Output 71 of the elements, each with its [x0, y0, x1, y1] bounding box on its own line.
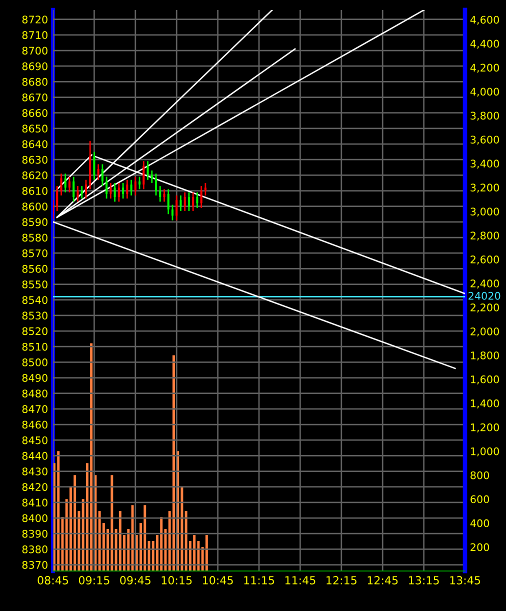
y2-tick-label: 2,200: [470, 304, 499, 312]
y2-tick-label: 1,000: [471, 447, 499, 456]
y-tick-label: 8550: [22, 280, 48, 288]
x-tick-label: 13:45: [450, 576, 480, 584]
y-tick-label: 8460: [22, 420, 48, 429]
y-tick-label: 8490: [22, 374, 48, 382]
y2-tick-label: 4,400: [470, 40, 499, 49]
y-tick-label: 8500: [22, 358, 48, 366]
y2-tick-label: 2,800: [470, 232, 499, 241]
y2-tick-label: 800: [470, 471, 490, 480]
x-tick-label: 13:15: [409, 576, 439, 584]
y-tick-label: 8690: [22, 62, 48, 70]
y2-tick-label: 600: [470, 495, 490, 504]
y-tick-label: 8540: [22, 296, 48, 304]
y2-tick-label: 3,800: [470, 112, 499, 121]
y2-tick-label: 4,600: [470, 16, 499, 25]
y-tick-label: 8660: [22, 109, 48, 117]
y-tick-label: 8630: [22, 156, 48, 164]
y-tick-label: 8410: [22, 498, 48, 507]
y-tick-label: 8570: [22, 249, 48, 258]
y2-tick-label: 1,200: [471, 423, 499, 432]
y-tick-label: 8370: [22, 560, 48, 569]
y2-tick-label: 2,400: [470, 280, 499, 288]
y-tick-label: 8610: [22, 186, 48, 195]
y-tick-label: 8530: [22, 312, 48, 320]
y-tick-label: 8590: [22, 218, 48, 226]
y-tick-label: 8620: [22, 171, 48, 180]
y2-tick-label: 3,400: [470, 160, 499, 169]
y2-tick-label: 200: [470, 543, 490, 552]
x-tick-label: 10:15: [162, 576, 192, 584]
y-tick-label: 8580: [22, 234, 48, 242]
y-tick-label: 8450: [22, 436, 48, 444]
x-tick-label: 10:45: [203, 576, 233, 584]
x-tick-label: 09:15: [78, 576, 110, 584]
y2-tick-label: 4,000: [470, 88, 499, 97]
y-tick-label: 8510: [22, 342, 48, 351]
y-tick-label: 8700: [22, 46, 48, 55]
y2-tick-label: 3,000: [470, 208, 499, 217]
y2-tick-label: 1,800: [471, 351, 499, 360]
y-tick-label: 8680: [22, 78, 48, 86]
y-tick-label: 8390: [22, 530, 48, 538]
y-tick-label: 8650: [22, 124, 48, 133]
y2-tick-label: 2,000: [470, 327, 499, 336]
y-tick-label: 8380: [22, 545, 48, 554]
x-tick-label: 11:15: [244, 576, 274, 584]
y2-tick-label: 2,600: [470, 256, 499, 264]
y-tick-label: 8420: [22, 483, 48, 491]
y-tick-label: 8710: [22, 31, 48, 40]
y2-tick-label: 400: [470, 519, 490, 528]
y2-tick-label: 3,200: [470, 184, 499, 193]
x-tick-label: 11:45: [285, 576, 316, 584]
y-tick-label: 8440: [22, 452, 48, 460]
y-tick-label: 8470: [22, 405, 48, 414]
y2-tick-label: 3,600: [470, 136, 499, 145]
x-tick-label: 12:15: [326, 576, 356, 584]
x-tick-label: 09:45: [120, 576, 150, 584]
y2-tick-label: 1,600: [471, 375, 499, 384]
y-tick-label: 8400: [22, 514, 48, 522]
y2-tick-label: 1,400: [471, 399, 499, 408]
y-tick-label: 8480: [22, 390, 48, 398]
y-tick-label: 8720: [22, 16, 48, 24]
y-tick-label: 8560: [22, 264, 48, 273]
y-tick-label: 8640: [22, 140, 48, 148]
x-tick-label: 08:45: [38, 576, 68, 584]
y2-tick-label: 4,200: [470, 64, 499, 73]
y-tick-label: 8670: [22, 93, 48, 102]
y-tick-label: 8600: [22, 202, 48, 210]
x-tick-label: 12:45: [368, 576, 398, 584]
text: 24020: [468, 292, 500, 300]
y-tick-label: 8430: [22, 467, 48, 476]
y-tick-label: 8520: [22, 327, 48, 336]
